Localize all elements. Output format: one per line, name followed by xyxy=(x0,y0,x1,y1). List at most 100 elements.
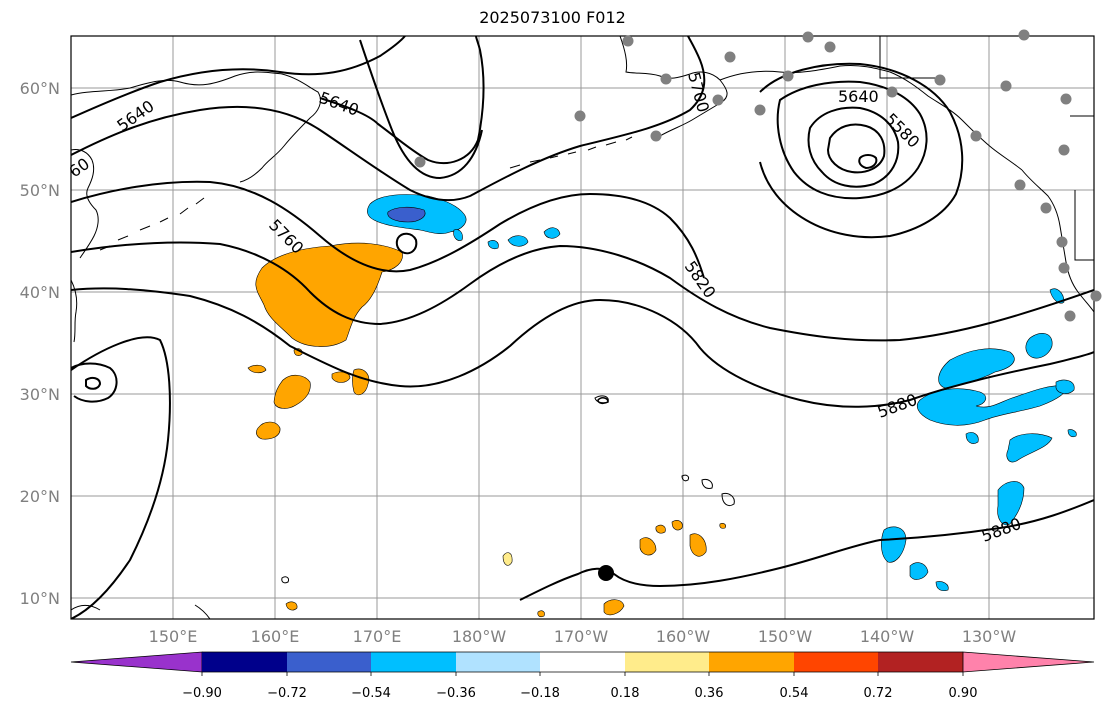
station-marker xyxy=(934,74,946,86)
station-marker xyxy=(414,156,426,168)
contour-5640-mid xyxy=(319,36,485,165)
negative-anomaly-area xyxy=(1067,429,1077,438)
station-marker xyxy=(1060,93,1072,105)
longitude-label: 160°W xyxy=(656,627,711,646)
negative-anomaly-area xyxy=(938,348,1015,389)
station-marker xyxy=(1064,310,1076,322)
negative-anomaly-area xyxy=(965,432,979,444)
colorbar-segment xyxy=(456,652,540,672)
colorbar-segment xyxy=(625,652,709,672)
contour-5640-west xyxy=(71,36,406,119)
station-marker xyxy=(802,31,814,43)
station-marker xyxy=(970,130,982,142)
longitude-label: 130°W xyxy=(962,627,1017,646)
station-marker xyxy=(1018,29,1030,41)
colorbar xyxy=(70,651,1095,676)
longitude-label: 140°W xyxy=(860,627,915,646)
low-center-kamchatka xyxy=(395,232,418,255)
longitude-label: 180°W xyxy=(452,627,507,646)
negative-anomaly-area xyxy=(909,562,929,580)
negative-anomaly-area xyxy=(1049,288,1065,304)
station-markers xyxy=(414,29,1102,322)
negative-anomaly-area xyxy=(453,229,463,241)
colorbar-segment xyxy=(202,652,287,672)
graticule xyxy=(71,36,1094,619)
station-marker xyxy=(622,35,634,47)
station-marker xyxy=(650,130,662,142)
negative-anomaly-area xyxy=(507,235,529,247)
station-marker xyxy=(1090,290,1102,302)
longitude-label: 170°E xyxy=(353,627,402,646)
contour-5700-west xyxy=(71,36,706,202)
positive-anomaly-area xyxy=(255,242,403,347)
station-marker xyxy=(886,86,898,98)
longitude-label: 150°W xyxy=(758,627,813,646)
negative-anomaly-area xyxy=(935,581,949,592)
colorbar-extend-low xyxy=(70,651,203,673)
station-marker xyxy=(724,51,736,63)
colorbar-tick-label: −0.72 xyxy=(267,686,307,701)
negative-anomaly-area xyxy=(487,240,499,250)
negative-anomaly-area xyxy=(1055,379,1075,394)
station-marker xyxy=(1058,144,1070,156)
colorbar-segment xyxy=(540,652,625,672)
colorbar-tick-label: −0.18 xyxy=(520,686,560,701)
colorbar-segment xyxy=(878,652,963,672)
longitude-label: 150°E xyxy=(149,627,198,646)
latitude-labels: 60°N 50°N 40°N 30°N 20°N 10°N xyxy=(20,79,60,608)
colorbar-segment xyxy=(709,652,794,672)
negative-anomaly-area xyxy=(543,227,561,239)
positive-anomaly-area xyxy=(256,421,281,440)
latitude-label: 60°N xyxy=(20,79,60,98)
contour-5880-north xyxy=(71,287,1094,408)
latitude-label: 10°N xyxy=(20,589,60,608)
positive-anomaly-area xyxy=(502,552,513,566)
positive-anomaly-area xyxy=(689,533,707,557)
colorbar-tick-label: −0.36 xyxy=(436,686,476,701)
contour-5760 xyxy=(71,180,705,279)
map-title: 2025073100 F012 xyxy=(479,8,626,27)
positive-anomaly-area xyxy=(639,537,657,556)
colorbar-segment xyxy=(794,652,878,672)
longitude-label: 160°E xyxy=(251,627,300,646)
colorbar-extend-high xyxy=(962,651,1095,673)
map-panel xyxy=(71,36,1094,619)
station-marker xyxy=(1058,262,1070,274)
colorbar-tick-label: −0.54 xyxy=(351,686,391,701)
height-contours xyxy=(71,36,1094,619)
colorbar-tick-labels: −0.90 −0.72 −0.54 −0.36 −0.18 0.18 0.36 0.54 0.7… xyxy=(182,686,977,701)
colorbar-tick-label: 0.18 xyxy=(611,686,640,701)
positive-anomaly-area xyxy=(537,610,545,618)
contour-5880-south xyxy=(519,499,1094,601)
high-cell-west xyxy=(71,362,118,403)
colorbar-tick-label: 0.54 xyxy=(780,686,809,701)
negative-anomaly-area xyxy=(1025,333,1053,359)
colorbar-segment xyxy=(371,652,456,672)
station-marker xyxy=(782,70,794,82)
colorbar-tick-label: −0.90 xyxy=(182,686,222,701)
station-marker xyxy=(824,41,836,53)
colorbar-tick-label: 0.90 xyxy=(949,686,978,701)
positive-anomaly-area xyxy=(285,601,298,611)
negative-anomaly-area xyxy=(387,206,426,223)
longitude-labels: 150°E 160°E 170°E 180°W 170°W 160°W 150°W 140°W… xyxy=(149,627,1017,646)
positive-anomaly-area xyxy=(671,520,683,531)
positive-anomaly-area xyxy=(331,371,351,383)
contour-5640-arc xyxy=(359,39,483,180)
latitude-label: 40°N xyxy=(20,283,60,302)
typhoon-center-marker xyxy=(598,565,614,581)
map-frame xyxy=(70,35,1095,620)
longitude-label: 170°W xyxy=(554,627,609,646)
positive-anomaly-area xyxy=(273,374,311,409)
positive-anomaly-area xyxy=(603,599,625,616)
latitude-label: 50°N xyxy=(20,181,60,200)
station-marker xyxy=(574,110,586,122)
station-marker xyxy=(660,73,672,85)
station-marker xyxy=(712,94,724,106)
latitude-label: 30°N xyxy=(20,385,60,404)
contour-label: 5640 xyxy=(838,87,879,106)
positive-anomaly-area xyxy=(655,524,666,534)
anomaly-shading xyxy=(247,194,1077,618)
station-marker xyxy=(1014,179,1026,191)
